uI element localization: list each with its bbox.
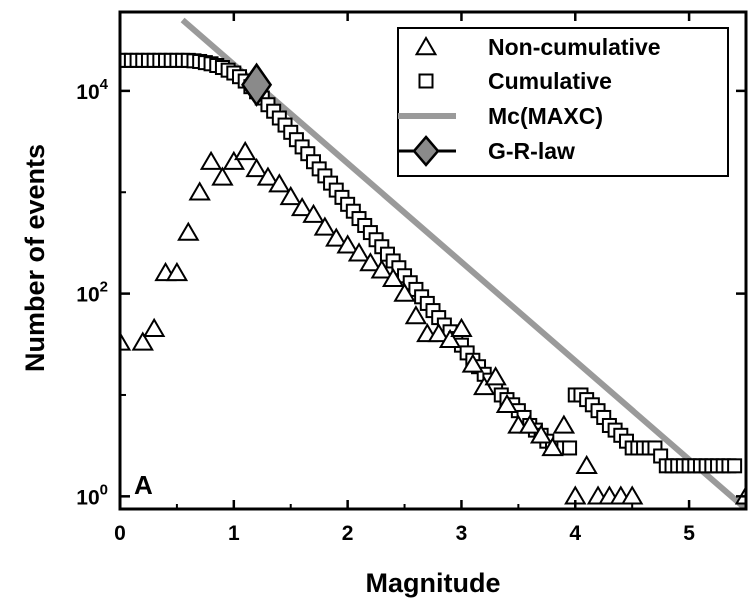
- non-cumulative-point: [552, 414, 576, 434]
- cumulative-point: [562, 440, 578, 456]
- non-cumulative-series: [120, 140, 746, 505]
- non-cumulative-point: [381, 267, 405, 287]
- non-cumulative-point: [393, 282, 416, 302]
- non-cumulative-point: [484, 366, 507, 386]
- non-cumulative-point: [495, 393, 519, 413]
- non-cumulative-point: [620, 485, 644, 505]
- legend-label: Non-cumulative: [488, 34, 661, 60]
- legend-entry: Non-cumulative: [414, 34, 661, 60]
- non-cumulative-point: [518, 414, 541, 434]
- non-cumulative-point: [131, 331, 154, 351]
- x-tick-label: 3: [456, 522, 468, 545]
- non-cumulative-point: [370, 259, 393, 279]
- y-tick-label: 100: [76, 481, 108, 509]
- x-tick-label: 2: [342, 522, 354, 545]
- non-cumulative-point: [234, 140, 257, 161]
- non-cumulative-point: [359, 252, 382, 272]
- non-cumulative-point: [211, 166, 234, 186]
- cumulative-point: [727, 458, 743, 474]
- non-cumulative-point: [313, 216, 337, 236]
- non-cumulative-point: [336, 234, 359, 254]
- g-r-law-series: [241, 62, 273, 107]
- non-cumulative-point: [450, 317, 473, 337]
- legend-triangle-icon: [414, 36, 438, 56]
- legend-label: Cumulative: [488, 68, 612, 94]
- non-cumulative-point: [347, 242, 371, 262]
- non-cumulative-point: [268, 173, 291, 193]
- fit-line: [180, 17, 746, 509]
- non-cumulative-point: [142, 317, 166, 337]
- non-cumulative-point: [120, 331, 132, 351]
- legend-entry: Mc(MAXC): [398, 103, 603, 129]
- non-cumulative-point: [461, 353, 485, 373]
- non-cumulative-point: [438, 328, 462, 349]
- x-tick-label: 5: [683, 522, 695, 545]
- non-cumulative-point: [290, 196, 314, 217]
- non-cumulative-point: [575, 454, 598, 475]
- y-tick-label: 102: [76, 279, 108, 307]
- non-cumulative-point: [245, 157, 268, 178]
- y-tick-label: 104: [76, 76, 108, 104]
- non-cumulative-point: [541, 436, 564, 457]
- non-cumulative-point: [165, 261, 189, 282]
- non-cumulative-point: [222, 150, 246, 170]
- non-cumulative-point: [177, 221, 200, 241]
- legend: Non-cumulative Cumulative Mc(MAXC) G-R-law: [397, 27, 729, 177]
- x-axis: 0 1 2 3 4 5: [114, 12, 695, 545]
- x-axis-title: Magnitude: [366, 568, 501, 598]
- non-cumulative-point: [279, 185, 302, 206]
- non-cumulative-point: [404, 305, 428, 325]
- legend-label: G-R-law: [488, 138, 575, 164]
- non-cumulative-point: [473, 375, 496, 396]
- x-tick-label: 4: [569, 522, 581, 545]
- x-tick-label: 1: [228, 522, 240, 545]
- plot-area: [118, 10, 748, 511]
- legend-square-icon: [418, 73, 434, 89]
- non-cumulative-point: [256, 166, 280, 186]
- fit-line-layer: [180, 17, 746, 509]
- non-cumulative-point: [325, 227, 348, 247]
- x-tick-label: 0: [114, 522, 126, 545]
- legend-label: Mc(MAXC): [488, 103, 603, 129]
- non-cumulative-point: [188, 181, 211, 201]
- panel-label: A: [134, 470, 153, 500]
- legend-diamond-icon: [412, 135, 440, 167]
- g-r-law-point: [241, 62, 273, 107]
- legend-entry: Cumulative: [418, 68, 612, 94]
- plot-frame: [118, 10, 748, 511]
- non-cumulative-point: [302, 203, 325, 223]
- legend-entry: G-R-law: [398, 135, 575, 167]
- non-cumulative-point: [199, 150, 223, 170]
- y-axis-title: Number of events: [20, 144, 50, 372]
- non-cumulative-point: [529, 424, 553, 444]
- y-axis: 100 102 104: [76, 76, 746, 509]
- non-cumulative-point: [427, 322, 450, 343]
